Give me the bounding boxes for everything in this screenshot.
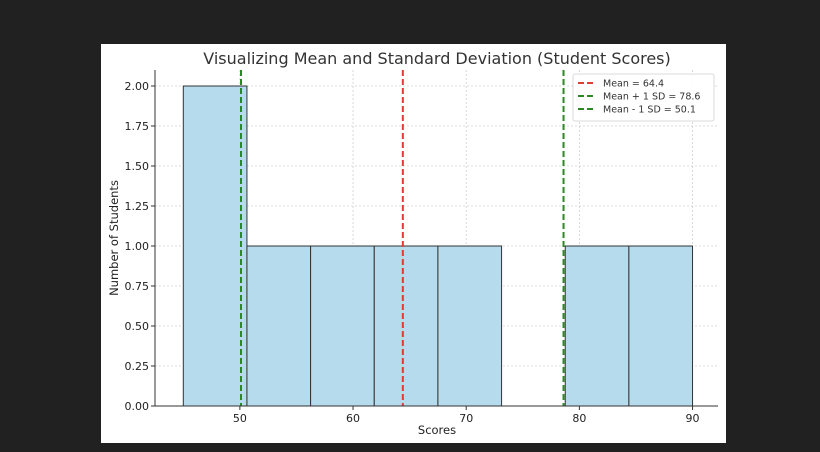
- y-axis-title: Number of Students: [107, 180, 121, 296]
- legend-label: Mean = 64.4: [603, 79, 664, 90]
- histogram-bar: [564, 245, 630, 407]
- histogram-chart: Visualizing Mean and Standard Deviation …: [107, 49, 718, 437]
- legend-box: [572, 73, 715, 122]
- y-tick-label: 0.25: [125, 360, 150, 373]
- x-tick-label: 50: [233, 412, 247, 425]
- y-tick-label: 1.00: [125, 240, 150, 253]
- legend: Mean = 64.4 Mean + 1 SD = 78.6 Mean - 1 SD…: [572, 73, 715, 122]
- y-tick-label: 2.00: [125, 80, 150, 93]
- x-axis-title: Scores: [418, 423, 456, 437]
- x-tick-label: 60: [346, 412, 360, 425]
- x-tick-label: 70: [459, 412, 473, 425]
- y-tick-label: 0.75: [125, 280, 150, 293]
- histogram-bar: [628, 245, 694, 407]
- reference-lines: [240, 70, 565, 406]
- tick-labels: 50 60 70 80 90 0.00 0.25 0.50 0.75 1.00 1.25 1.50 1.…: [125, 80, 700, 425]
- histogram-bar: [373, 245, 439, 407]
- histogram-bar: [437, 245, 503, 407]
- histogram-bars: [182, 85, 694, 407]
- y-tick-label: 1.25: [125, 200, 150, 213]
- x-tick-label: 80: [572, 412, 586, 425]
- y-tick-label: 0.00: [125, 400, 150, 413]
- y-tick-label: 0.50: [125, 320, 150, 333]
- histogram-bar: [182, 85, 248, 407]
- legend-label: Mean + 1 SD = 78.6: [603, 92, 700, 103]
- histogram-bar: [246, 245, 312, 407]
- y-tick-label: 1.75: [125, 120, 150, 133]
- histogram-bar: [310, 245, 375, 407]
- chart-panel: Visualizing Mean and Standard Deviation …: [101, 44, 726, 443]
- legend-label: Mean - 1 SD = 50.1: [603, 105, 696, 116]
- x-tick-label: 90: [686, 412, 700, 425]
- chart-title: Visualizing Mean and Standard Deviation …: [203, 49, 671, 68]
- y-tick-label: 1.50: [125, 160, 150, 173]
